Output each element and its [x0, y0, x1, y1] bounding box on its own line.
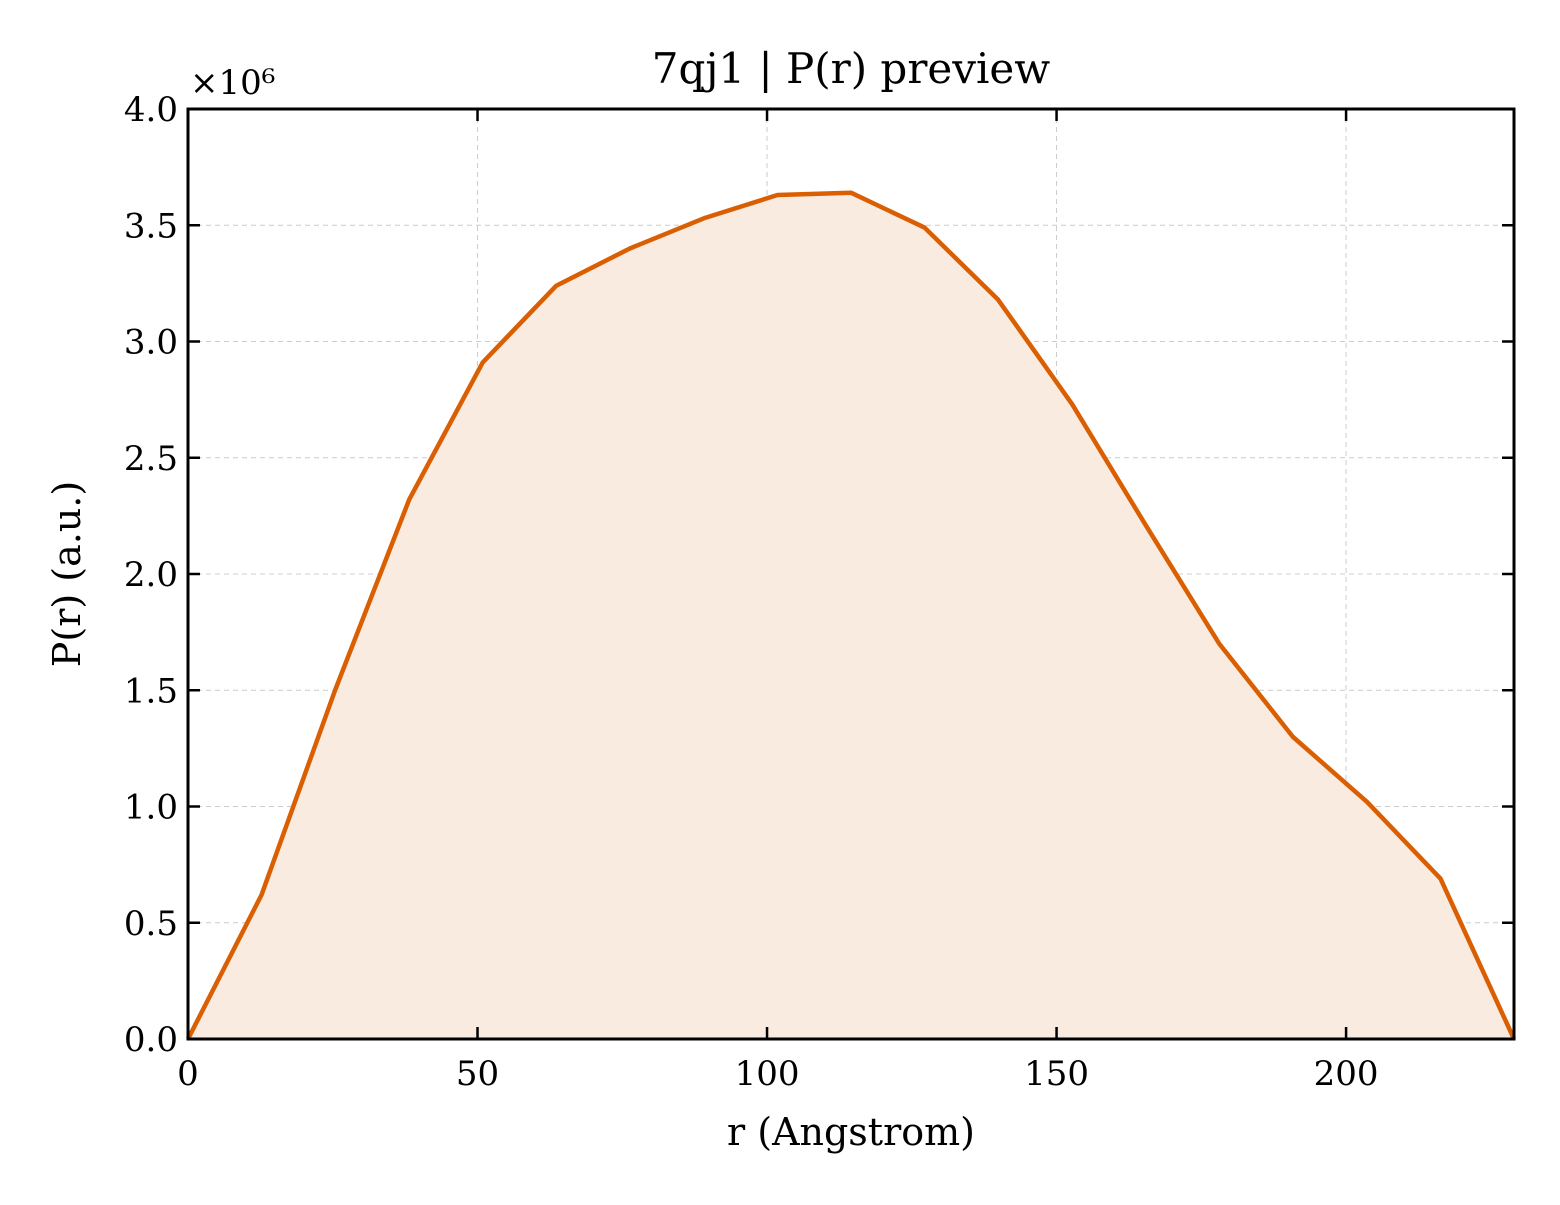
- y-tick-label: 3.0: [124, 323, 178, 363]
- y-tick-label: 1.0: [124, 788, 178, 828]
- x-tick-label: 100: [735, 1054, 800, 1094]
- y-tick-label: 2.0: [124, 555, 178, 595]
- y-scale-multiplier: ×10⁶: [190, 63, 275, 103]
- x-tick-label: 0: [177, 1054, 199, 1094]
- y-tick-label: 1.5: [124, 671, 178, 711]
- x-tick-label: 50: [456, 1054, 499, 1094]
- y-axis-label: P(r) (a.u.): [45, 481, 89, 667]
- y-tick-label: 0.0: [124, 1020, 178, 1060]
- y-tick-label: 3.5: [124, 206, 178, 246]
- x-tick-label: 150: [1024, 1054, 1089, 1094]
- y-tick-label: 0.5: [124, 904, 178, 944]
- x-axis-label: r (Angstrom): [727, 1110, 975, 1154]
- y-tick-label: 2.5: [124, 439, 178, 479]
- y-tick-label: 4.0: [124, 90, 178, 130]
- chart-title: 7qj1 | P(r) preview: [652, 44, 1050, 93]
- x-tick-label: 200: [1314, 1054, 1379, 1094]
